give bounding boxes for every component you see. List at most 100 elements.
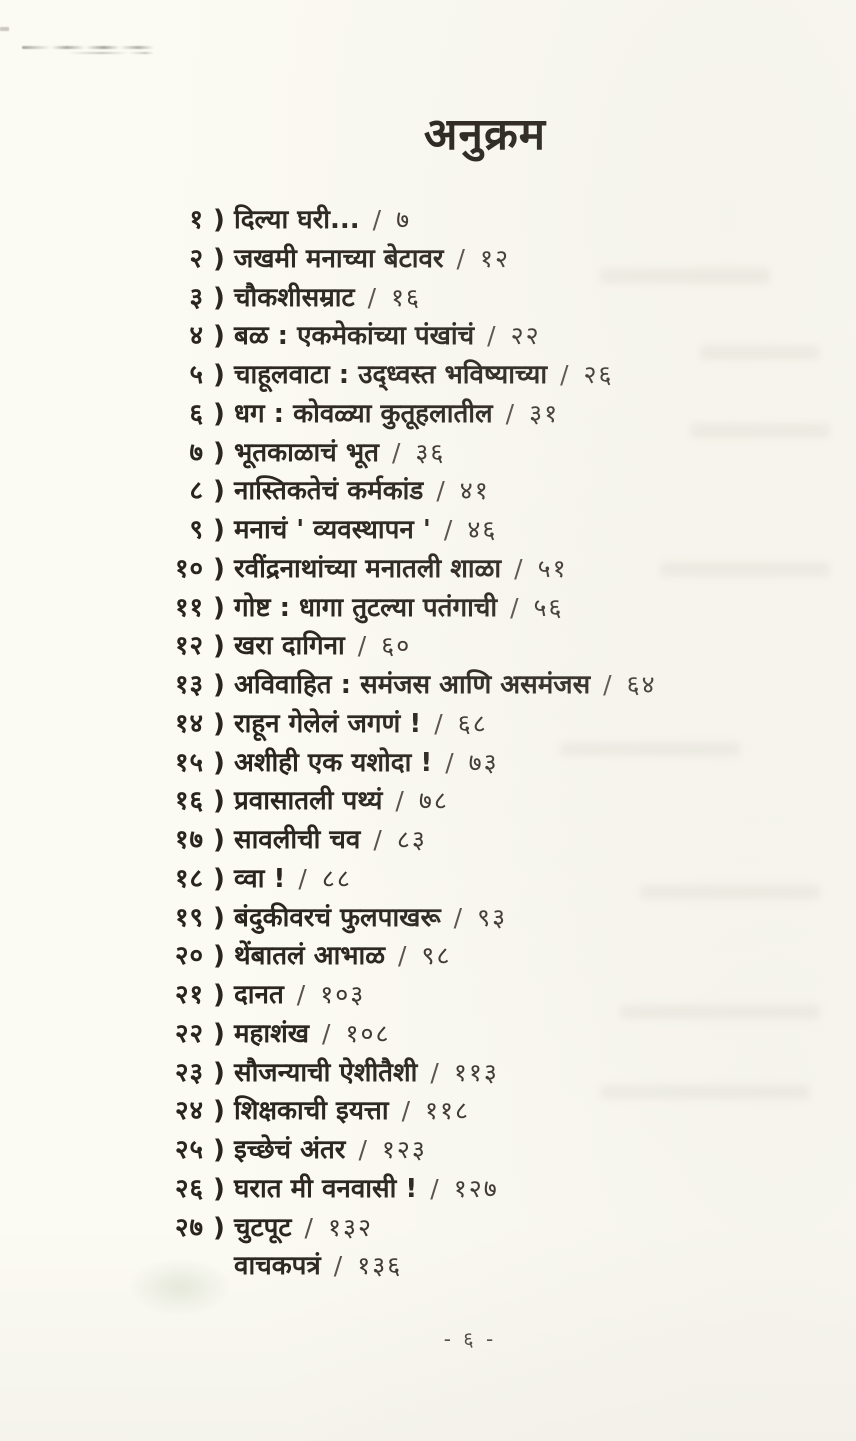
entry-bracket: ) [213, 1018, 225, 1049]
entry-separator: / [333, 1251, 343, 1281]
toc-entry: ६ ) धग : कोवळ्या कुतूहलातील / ३१ [158, 395, 798, 434]
entry-title: दिल्या घरी... [234, 205, 360, 235]
entry-page-number: १२७ [453, 1173, 499, 1203]
entry-bracket: ) [213, 631, 225, 662]
entry-number: १ [189, 205, 204, 235]
entry-bracket: ) [213, 747, 225, 778]
toc-entry: ११ ) गोष्ट : धागा तुटल्या पतंगाची / ५६ [158, 589, 798, 628]
toc-entry: २१ ) दानत / १०३ [158, 976, 798, 1015]
entry-separator: / [358, 1135, 367, 1164]
entry-page-number: ११८ [425, 1096, 471, 1126]
toc-entry: १३ ) अविवाहित : समंजस आणि असमंजस / ६४ [158, 666, 798, 705]
entry-separator: / [372, 205, 382, 234]
entry-title: वाचकपत्रं [234, 1251, 321, 1282]
entry-number: २१ [174, 980, 204, 1010]
entry-separator: / [430, 1173, 439, 1203]
entry-separator: / [445, 747, 454, 777]
entry-separator: / [373, 825, 382, 854]
entry-page-number: १०८ [345, 1018, 391, 1048]
table-of-contents: १ ) दिल्या घरी... / ७ २ ) जखमी मनाच्या ब… [158, 201, 798, 1286]
entry-number: २६ [174, 1173, 204, 1204]
entry-title: खरा दागिना [234, 631, 345, 662]
entry-separator: / [443, 515, 453, 544]
entry-separator: / [322, 1018, 331, 1048]
entry-separator: / [456, 243, 465, 273]
faint-stamp-watermark [128, 1258, 232, 1316]
scan-artifact-scratch [68, 52, 154, 54]
entry-title: महाशंख [234, 1018, 310, 1049]
entry-page-number: १२३ [381, 1135, 427, 1164]
entry-number: १५ [174, 747, 204, 778]
entry-number: २४ [174, 1096, 204, 1127]
entry-title: बळ : एकमेकांच्या पंखांचं [234, 321, 475, 352]
entry-title: शिक्षकाची इयत्ता [234, 1096, 389, 1127]
entry-separator: / [357, 631, 367, 661]
entry-bracket: ) [213, 205, 225, 235]
entry-title: नास्तिकतेचं कर्मकांड [234, 476, 424, 507]
entry-number: ९ [189, 515, 204, 545]
entry-separator: / [430, 1057, 439, 1087]
toc-entry: २६ ) घरात मी वनवासी ! / १२७ [158, 1170, 798, 1209]
entry-title: धग : कोवळ्या कुतूहलातील [234, 398, 493, 429]
entry-page-number: ११३ [453, 1057, 499, 1087]
toc-entry: २० ) थेंबातलं आभाळ / ९८ [158, 937, 798, 976]
entry-separator: / [395, 786, 404, 816]
toc-entry: २७ ) चुटपूट / १३२ [158, 1209, 798, 1248]
entry-separator: / [487, 321, 496, 351]
entry-bracket: ) [213, 1057, 225, 1088]
entry-page-number: १३६ [357, 1251, 403, 1281]
entry-page-number: ३६ [415, 437, 446, 467]
entry-title: दानत [234, 980, 284, 1010]
entry-number: ३ [189, 282, 204, 313]
entry-bracket: ) [213, 553, 225, 584]
entry-separator: / [560, 360, 569, 389]
entry-bracket: ) [213, 1135, 225, 1165]
toc-entry: १८ ) व्वा ! / ८८ [158, 860, 798, 899]
toc-entry: २ ) जखमी मनाच्या बेटावर / १२ [158, 240, 798, 279]
toc-entry: ३ ) चौकशीसम्राट / १६ [158, 279, 798, 318]
entry-page-number: १३२ [327, 1212, 373, 1242]
entry-number: १६ [174, 786, 204, 817]
entry-separator: / [367, 282, 377, 312]
entry-bracket: ) [213, 941, 225, 972]
entry-number: ७ [189, 437, 204, 468]
entry-title: इच्छेचं अंतर [234, 1135, 346, 1165]
entry-title: चुटपूट [234, 1212, 292, 1243]
entry-number: १३ [174, 670, 204, 700]
toc-entry: २२ ) महाशंख / १०८ [158, 1015, 798, 1054]
entry-title: जखमी मनाच्या बेटावर [234, 243, 444, 274]
entry-page-number: २२ [510, 321, 541, 351]
toc-entry: ९ ) मनाचं ' व्यवस्थापन ' / ४६ [158, 511, 798, 550]
entry-page-number: ८३ [396, 825, 427, 854]
entry-page-number: ७३ [468, 747, 499, 777]
entry-title: चौकशीसम्राट [234, 282, 355, 313]
entry-number: १९ [174, 902, 204, 933]
toc-entry: १४ ) राहून गेलेलं जगणं ! / ६८ [158, 705, 798, 744]
toc-entry: १५ ) अशीही एक यशोदा ! / ७३ [158, 744, 798, 783]
toc-entry: ७ ) भूतकाळाचं भूत / ३६ [158, 434, 798, 473]
entry-separator: / [514, 553, 523, 583]
toc-entry: २४ ) शिक्षकाची इयत्ता / ११८ [158, 1092, 798, 1131]
entry-bracket: ) [213, 863, 225, 894]
entry-page-number: ४१ [459, 476, 490, 506]
entry-separator: / [505, 398, 515, 428]
entry-separator: / [434, 708, 443, 738]
entry-separator: / [401, 1096, 411, 1126]
entry-separator: / [436, 476, 445, 506]
entry-separator: / [391, 437, 401, 467]
entry-title: चाहूलवाटा : उद्ध्वस्त भविष्याच्या [234, 360, 548, 390]
entry-page-number: ६४ [626, 670, 657, 699]
entry-bracket: ) [213, 1096, 225, 1127]
entry-bracket: ) [213, 437, 225, 468]
toc-entry: १७ ) सावलीची चव / ८३ [158, 821, 798, 860]
entry-bracket: ) [213, 515, 225, 545]
entry-page-number: ८८ [321, 863, 352, 893]
entry-bracket: ) [213, 1212, 225, 1243]
entry-title: सौजन्याची ऐशीतैशी [234, 1057, 418, 1088]
entry-page-number: ५६ [533, 592, 564, 622]
entry-bracket: ) [213, 980, 225, 1010]
toc-entry: २५ ) इच्छेचं अंतर / १२३ [158, 1131, 798, 1170]
entry-bracket: ) [213, 786, 225, 817]
toc-entry: १६ ) प्रवासातली पथ्यं / ७८ [158, 782, 798, 821]
entry-page-number: १६ [391, 282, 422, 312]
